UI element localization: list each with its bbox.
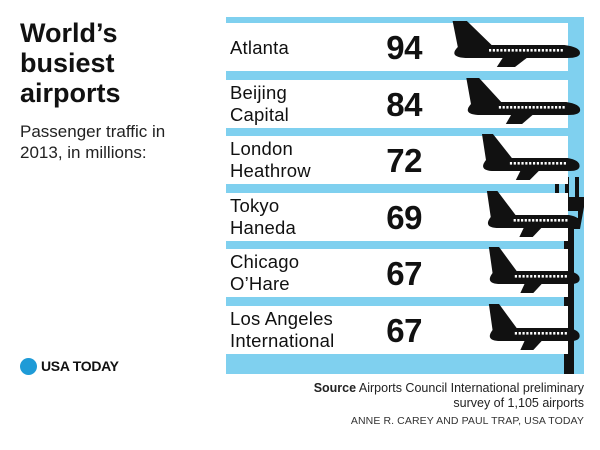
source-label: Source [313, 381, 357, 395]
credit-line: ANNE R. CAREY AND PAUL TRAP, USA TODAY [350, 415, 584, 427]
subtitle-line-2: 2013, in millions: [20, 143, 147, 162]
category-label-line: Haneda [230, 216, 297, 238]
category-label: Chicago O’Hare [230, 251, 370, 295]
source-line-1: Airports Council International prelimina… [358, 381, 584, 395]
source-line-2: survey of 1,105 airports [453, 396, 584, 410]
source-note: Source Airports Council International pr… [254, 381, 584, 411]
usa-today-dot-icon [20, 357, 37, 375]
category-label-line: Chicago [230, 251, 300, 273]
data-label: 67 [386, 312, 422, 349]
data-label: 94 [386, 29, 422, 66]
category-label: Tokyo Haneda [230, 195, 370, 239]
category-label: London Heathrow [230, 138, 370, 182]
airplane-icon [486, 190, 580, 237]
airplane-icon [482, 134, 580, 181]
airplane-icon [452, 21, 580, 67]
category-label-line: Capital [230, 103, 289, 125]
chart-subtitle: Passenger traffic in 2013, in millions: [20, 121, 220, 163]
chart-title: World’s busiest airports [20, 18, 220, 108]
subtitle-line-1: Passenger traffic in [20, 122, 166, 141]
data-label: 72 [386, 142, 422, 180]
category-label-line: O’Hare [230, 273, 290, 295]
title-line-3: airports [20, 78, 121, 108]
category-label: Atlanta [230, 37, 370, 59]
title-line-1: World’s [20, 18, 118, 48]
category-label: Los Angeles International [230, 308, 370, 352]
category-label-line: Los Angeles [230, 308, 334, 329]
data-label: 69 [386, 198, 422, 236]
category-label: Beijing Capital [230, 82, 370, 126]
airplane-icon [466, 77, 580, 124]
usa-today-logo: USA TODAY [20, 357, 119, 375]
category-label-line: Tokyo [230, 194, 280, 216]
category-label-line: London [230, 138, 293, 160]
category-label-line: Atlanta [230, 37, 289, 58]
category-label-line: International [230, 330, 335, 351]
data-label: 84 [386, 85, 422, 123]
airplane-icon [489, 247, 580, 294]
category-label-line: Heathrow [230, 160, 311, 182]
chart-panel: Atlanta 94 Beijing Capital 84 London Heathrow 7… [226, 17, 584, 374]
airplane-icon [489, 304, 580, 350]
logo-text: USA TODAY [41, 358, 119, 374]
category-label-line: Beijing [230, 81, 287, 103]
data-label: 67 [386, 255, 422, 293]
title-line-2: busiest [20, 48, 115, 78]
